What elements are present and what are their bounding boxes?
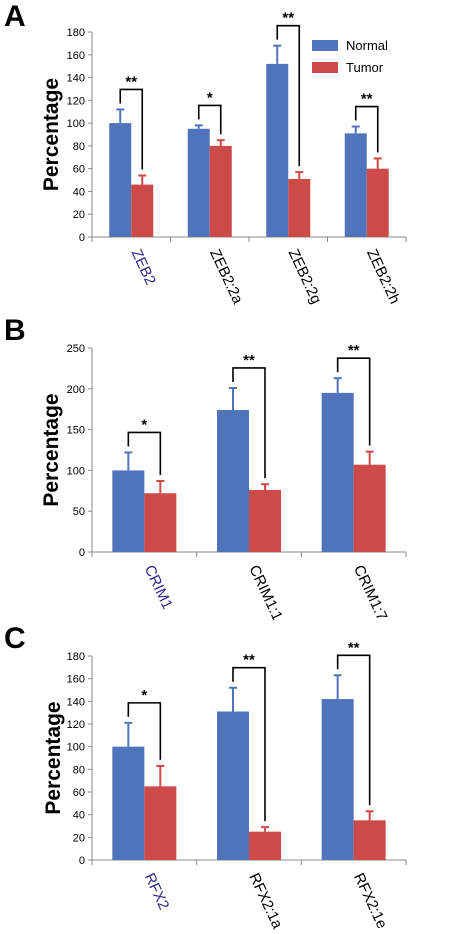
y-tick-label: 50 — [73, 506, 85, 518]
y-tick-label: 150 — [67, 425, 85, 437]
bar-normal — [321, 699, 354, 860]
panel-letter: A — [4, 0, 26, 33]
y-axis-label: Percentage — [40, 78, 63, 191]
bar-tumor — [249, 489, 281, 552]
y-tick-label: 0 — [79, 547, 85, 559]
significance-bracket — [336, 654, 371, 806]
chart-panel-a: A Percentage 0 20 40 60 80 100 120 140 160 180 ** ZEB… — [4, 0, 407, 308]
bar-normal — [112, 746, 145, 860]
panel-letter: B — [4, 314, 26, 347]
significance-marker: ** — [361, 91, 373, 108]
y-tick-label: 80 — [73, 764, 85, 776]
bar-tumor — [249, 831, 281, 860]
y-tick-label: 180 — [67, 651, 85, 663]
y-tick-label: 100 — [67, 742, 85, 754]
panel-c: C Percentage 0 20 40 60 80 100 120 140 160 180 * RFX2… — [0, 620, 474, 934]
significance-bracket — [354, 105, 379, 153]
bar-tumor — [353, 464, 386, 552]
significance-marker: ** — [243, 352, 255, 369]
category-label: ZEB2:2g — [285, 247, 325, 307]
significance-bracket — [336, 357, 371, 446]
significance-marker: * — [207, 89, 213, 106]
significance-marker: * — [141, 687, 147, 704]
significance-marker: * — [141, 416, 147, 433]
category-label: CRIM1:7 — [350, 563, 390, 620]
y-tick-label: 0 — [79, 232, 85, 244]
bar-tumor — [131, 184, 154, 237]
significance-bracket — [119, 88, 144, 170]
significance-bracket — [232, 666, 266, 822]
y-tick-label: 0 — [79, 855, 85, 867]
bar-normal — [217, 410, 249, 552]
y-tick-label: 20 — [73, 832, 85, 844]
category-label: RFX2 — [141, 871, 173, 913]
category-label: RFX2:1e — [350, 871, 390, 932]
bar-normal — [109, 123, 132, 237]
y-tick-label: 200 — [67, 384, 85, 396]
category-label: CRIM1 — [141, 563, 176, 612]
y-tick-label: 20 — [73, 209, 85, 221]
y-tick-label: 120 — [67, 719, 85, 731]
bar-tumor — [288, 178, 311, 237]
chart-panel-b: B Percentage 0 50 100 150 200 250 * CRIM1 ** CRIM1:… — [4, 314, 407, 620]
panel-letter: C — [4, 622, 26, 655]
y-tick-label: 160 — [67, 50, 85, 62]
significance-marker: ** — [125, 73, 137, 90]
y-tick-label: 140 — [67, 73, 85, 85]
chart-panel-c: C Percentage 0 20 40 60 80 100 120 140 160 180 * RFX2… — [4, 622, 407, 932]
y-tick-label: 250 — [67, 343, 85, 355]
y-tick-label: 140 — [67, 696, 85, 708]
y-tick-label: 180 — [67, 27, 85, 39]
bar-normal — [344, 133, 367, 237]
bar-tumor — [353, 820, 386, 860]
bar-tumor — [366, 168, 389, 237]
bar-normal — [217, 711, 249, 860]
y-tick-label: 60 — [73, 164, 85, 176]
significance-bracket — [197, 104, 222, 135]
y-axis-label: Percentage — [42, 701, 65, 814]
y-tick-label: 160 — [67, 674, 85, 686]
y-tick-label: 100 — [67, 118, 85, 130]
category-label: RFX2:1a — [245, 871, 286, 932]
y-axis-label: Percentage — [40, 393, 63, 506]
legend-label-normal: Normal — [346, 38, 388, 53]
category-label: ZEB2:2h — [363, 247, 403, 307]
bar-normal — [112, 470, 145, 552]
significance-bracket — [127, 431, 162, 476]
category-label: ZEB2:2a — [206, 247, 246, 308]
bar-normal — [187, 128, 210, 237]
bar-tumor — [209, 145, 232, 237]
significance-marker: ** — [348, 639, 360, 656]
y-tick-label: 60 — [73, 787, 85, 799]
significance-marker: ** — [282, 10, 294, 27]
legend-label-tumor: Tumor — [346, 60, 384, 75]
y-tick-label: 40 — [73, 810, 85, 822]
bar-normal — [266, 63, 289, 238]
legend-swatch-tumor — [312, 62, 338, 73]
panel-b: B Percentage 0 50 100 150 200 250 * CRIM1 ** CRIM1:… — [0, 312, 474, 620]
y-tick-label: 100 — [67, 465, 85, 477]
significance-marker: ** — [348, 342, 360, 359]
legend-swatch-normal — [312, 40, 338, 51]
significance-marker: ** — [243, 652, 255, 669]
y-tick-label: 80 — [73, 141, 85, 153]
panel-a: A Percentage 0 20 40 60 80 100 120 140 160 180 ** ZEB… — [0, 0, 474, 312]
significance-bracket — [127, 702, 162, 760]
bar-tumor — [144, 786, 177, 860]
bar-normal — [321, 392, 354, 552]
category-label: ZEB2 — [128, 247, 159, 288]
y-tick-label: 120 — [67, 95, 85, 107]
significance-bracket — [232, 367, 266, 479]
category-label: CRIM1:1 — [245, 563, 285, 620]
significance-bracket — [276, 24, 301, 167]
y-tick-label: 40 — [73, 186, 85, 198]
bar-tumor — [144, 493, 177, 552]
